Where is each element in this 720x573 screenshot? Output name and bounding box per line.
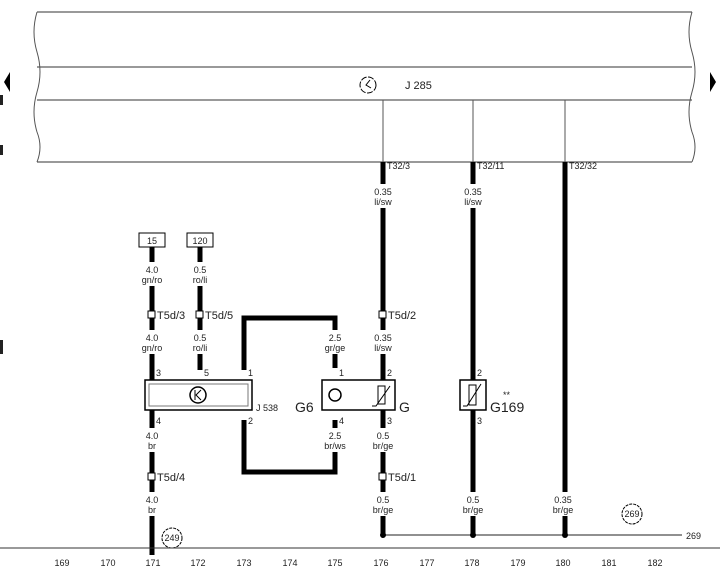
- svg-text:3: 3: [477, 416, 482, 426]
- svg-text:gr/ge: gr/ge: [325, 343, 346, 353]
- terminal-label: 15: [147, 236, 157, 246]
- svg-text:4: 4: [156, 416, 161, 426]
- control-unit-frame: [0, 11, 716, 354]
- svg-text:4: 4: [339, 416, 344, 426]
- svg-text:br/ws: br/ws: [324, 441, 346, 451]
- svg-text:2: 2: [248, 416, 253, 426]
- control-unit-label: J 285: [405, 80, 432, 92]
- plug-labels: T5d/3 T5d/5 T5d/2 T5d/4 T5d/1: [147, 310, 416, 484]
- svg-text:br/ge: br/ge: [553, 505, 574, 515]
- svg-text:1: 1: [248, 368, 253, 378]
- svg-text:0.35: 0.35: [464, 187, 482, 197]
- svg-text:3: 3: [156, 368, 161, 378]
- svg-text:T5d/4: T5d/4: [157, 472, 185, 484]
- svg-text:269: 269: [624, 509, 639, 519]
- svg-text:0.5: 0.5: [467, 495, 480, 505]
- svg-text:br/ge: br/ge: [373, 505, 394, 515]
- svg-text:gn/ro: gn/ro: [142, 275, 163, 285]
- ground-point-269: 269: [621, 503, 643, 525]
- svg-text:182: 182: [647, 558, 662, 568]
- svg-text:249: 249: [164, 533, 179, 543]
- component-label: G6: [295, 399, 314, 415]
- relay-j538: [144, 379, 253, 411]
- svg-text:177: 177: [419, 558, 434, 568]
- svg-text:0.35: 0.35: [374, 333, 392, 343]
- svg-text:178: 178: [464, 558, 479, 568]
- svg-text:169: 169: [54, 558, 69, 568]
- connector-label: T32/11: [477, 161, 504, 171]
- sender-g: [321, 379, 396, 411]
- svg-text:174: 174: [282, 558, 297, 568]
- svg-text:2.5: 2.5: [329, 333, 342, 343]
- svg-text:br/ge: br/ge: [373, 441, 394, 451]
- svg-text:li/sw: li/sw: [374, 343, 392, 353]
- svg-text:br/ge: br/ge: [463, 505, 484, 515]
- svg-text:173: 173: [236, 558, 251, 568]
- svg-text:176: 176: [373, 558, 388, 568]
- sensor-g169: [459, 379, 487, 411]
- connector-label: T32/32: [569, 161, 597, 171]
- svg-text:3: 3: [387, 416, 392, 426]
- svg-text:4.0: 4.0: [146, 495, 159, 505]
- svg-text:ro/li: ro/li: [193, 275, 208, 285]
- svg-text:T5d/3: T5d/3: [157, 310, 185, 322]
- svg-text:br: br: [148, 505, 156, 515]
- component-label: G: [399, 399, 410, 415]
- svg-text:0.5: 0.5: [377, 431, 390, 441]
- svg-text:4.0: 4.0: [146, 431, 159, 441]
- wire-labels: 4.0gn/ro 0.5ro/li 4.0gn/ro 0.5ro/li 2.5g…: [142, 187, 574, 515]
- svg-text:li/sw: li/sw: [464, 197, 482, 207]
- svg-text:5: 5: [204, 368, 209, 378]
- svg-text:180: 180: [555, 558, 570, 568]
- svg-text:0.5: 0.5: [194, 265, 207, 275]
- svg-text:181: 181: [601, 558, 616, 568]
- svg-text:172: 172: [190, 558, 205, 568]
- svg-text:T5d/1: T5d/1: [388, 472, 416, 484]
- svg-text:0.5: 0.5: [194, 333, 207, 343]
- svg-text:175: 175: [327, 558, 342, 568]
- svg-text:4.0: 4.0: [146, 265, 159, 275]
- pin-numbers: 3 5 1 4 2 1 4 2 3 2 3: [156, 368, 482, 426]
- terminal-15: [138, 232, 166, 248]
- svg-text:2: 2: [387, 368, 392, 378]
- svg-text:T5d/5: T5d/5: [205, 310, 233, 322]
- svg-text:170: 170: [100, 558, 115, 568]
- svg-text:179: 179: [510, 558, 525, 568]
- terminal-120: [186, 232, 214, 248]
- svg-text:ro/li: ro/li: [193, 343, 208, 353]
- svg-text:0.35: 0.35: [374, 187, 392, 197]
- footnote-mark: **: [503, 390, 511, 400]
- svg-text:0.5: 0.5: [377, 495, 390, 505]
- connector-label: T32/3: [387, 161, 410, 171]
- svg-text:li/sw: li/sw: [374, 197, 392, 207]
- ground-ref-label: 269: [686, 531, 701, 541]
- svg-text:4.0: 4.0: [146, 333, 159, 343]
- svg-text:T5d/2: T5d/2: [388, 310, 416, 322]
- ground-point-249: 249: [161, 527, 183, 549]
- svg-text:171: 171: [145, 558, 160, 568]
- clock-gauge-icon: [359, 76, 377, 94]
- svg-text:br: br: [148, 441, 156, 451]
- track-numbers: 169 170 171 172 173 174 175 176 177 178 …: [54, 558, 662, 568]
- component-label: J 538: [256, 403, 278, 413]
- component-label: G169: [490, 399, 524, 415]
- svg-text:1: 1: [339, 368, 344, 378]
- svg-text:gn/ro: gn/ro: [142, 343, 163, 353]
- svg-text:2: 2: [477, 368, 482, 378]
- svg-text:0.35: 0.35: [554, 495, 572, 505]
- svg-text:2.5: 2.5: [329, 431, 342, 441]
- wires: [149, 162, 568, 555]
- terminal-label: 120: [192, 236, 207, 246]
